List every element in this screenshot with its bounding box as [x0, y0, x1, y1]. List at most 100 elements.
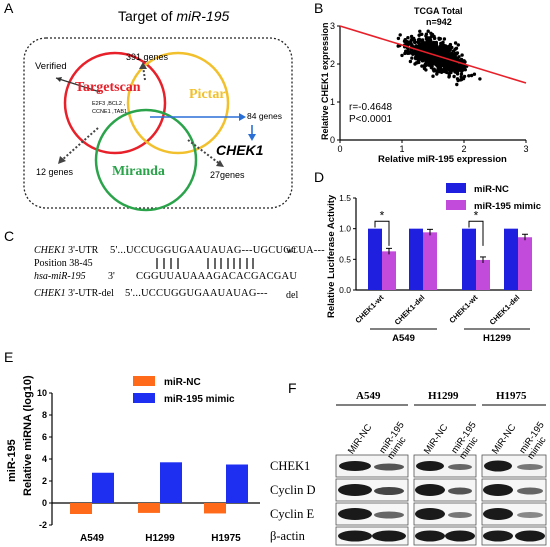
- scatter-y-tick-label: 3: [330, 21, 335, 31]
- scatter-point: [416, 40, 420, 44]
- scatter-point: [420, 32, 424, 36]
- scatter-point: [425, 40, 429, 44]
- bar-d-mimic: [518, 237, 532, 290]
- bar-d-mimic: [382, 251, 396, 290]
- scatter-point: [444, 70, 449, 75]
- scatter-point: [426, 29, 430, 33]
- bar-d-y-tick-label: 1.5: [339, 193, 351, 203]
- scatter-point: [408, 59, 413, 64]
- bar-d-mimic: [423, 232, 437, 290]
- scatter-point: [420, 64, 424, 68]
- scatter-point: [417, 60, 421, 64]
- scatter-point: [432, 67, 436, 71]
- scatter-point: [433, 48, 438, 52]
- scatter-point: [442, 43, 446, 47]
- scatter-title: TCGA Total: [414, 6, 463, 16]
- scatter-point: [424, 32, 429, 36]
- scatter-x-tick-label: 1: [399, 144, 404, 154]
- scatter-point: [406, 43, 410, 47]
- scatter-point: [452, 74, 456, 79]
- bar-d-mimic: [476, 259, 490, 290]
- label-27-genes: 27genes: [210, 170, 245, 180]
- scatter-point: [453, 51, 458, 55]
- scatter-y-tick-label: 0: [330, 135, 335, 145]
- scatter-p-value: P<0.0001: [349, 114, 393, 125]
- scatter-point: [425, 48, 430, 52]
- label-verified: Verified: [35, 61, 67, 72]
- arrow-27: [187, 139, 221, 165]
- scatter-point: [398, 33, 402, 37]
- regression-line: [339, 25, 527, 84]
- scatter-point: [406, 36, 410, 40]
- label-pictar: Pictar: [189, 87, 226, 102]
- scatter-point: [442, 37, 447, 41]
- scatter-point: [444, 52, 449, 56]
- scatter-point: [450, 45, 454, 50]
- scatter-point: [430, 50, 434, 54]
- bar-d-nc: [504, 228, 518, 290]
- bar-e-legend-label: miR-NC: [164, 377, 201, 388]
- panel-label-d: D: [314, 169, 325, 185]
- label-84-genes: 84 genes: [247, 111, 282, 121]
- scatter-x-tick-label: 2: [461, 144, 466, 154]
- wb-row-cyclin-d: Cyclin D: [270, 483, 316, 497]
- scatter-x-tick-label: 3: [523, 144, 528, 154]
- bar-e-legend-swatch: [133, 376, 155, 386]
- scatter-point: [405, 40, 409, 44]
- bar-d-group-label: H1299: [483, 333, 511, 344]
- bar-e-mimic: [160, 462, 182, 503]
- bar-e-legend-label: miR-195 mimic: [164, 394, 235, 405]
- bar-e-y-tick-label: 8: [42, 410, 47, 420]
- wb-cellline-h1299: H1299: [428, 390, 459, 402]
- scatter-y-tick-label: 2: [330, 59, 335, 69]
- scatter-point: [403, 51, 407, 56]
- utr-del-name: CHEK1 3'-UTR-del: [34, 288, 114, 299]
- scatter-point: [432, 36, 437, 40]
- utr-wt-name: CHEK1 3'-UTR: [34, 245, 98, 256]
- utr-del-suffix: 3'-UTR-del: [65, 288, 114, 299]
- arrowhead-chek1: [248, 134, 256, 141]
- scatter-point: [448, 71, 452, 75]
- scatter-point: [453, 41, 458, 45]
- scatter-point: [448, 42, 453, 47]
- utr-position: Position 38-45: [34, 258, 93, 269]
- scatter-point: [409, 42, 414, 47]
- scatter-point: [430, 64, 434, 68]
- arrow-12: [61, 127, 99, 161]
- scatter-point: [455, 82, 459, 87]
- scatter-point: [429, 31, 433, 35]
- mir-sequence: CGGUUAUAAAGACACGACGAU: [136, 271, 298, 282]
- scatter-x-tick-label: 0: [337, 144, 342, 154]
- utr-del-gene: CHEK1: [34, 288, 66, 299]
- scatter-chart-b: 0 1 2 3 0 1 2 3: [330, 21, 529, 154]
- scatter-point: [434, 44, 439, 49]
- venn-border: [23, 37, 293, 209]
- scatter-point: [422, 66, 427, 71]
- scatter-point: [435, 69, 439, 73]
- venn-circle-miranda: [94, 108, 198, 212]
- verified-genes-2: CCNE1 ,TAB1: [92, 109, 128, 115]
- scatter-point: [418, 29, 422, 33]
- utr-del-tag: del: [286, 290, 299, 301]
- scatter-point: [456, 43, 460, 47]
- scatter-point: [463, 68, 467, 72]
- scatter-point: [459, 75, 463, 79]
- scatter-point: [454, 68, 458, 72]
- bar-e-mimic: [226, 464, 248, 503]
- scatter-point: [424, 59, 429, 64]
- bar-e-y-tick-label: 4: [42, 454, 47, 464]
- verified-arrow-line: [55, 77, 101, 93]
- bar-e-y-tick-label: 6: [42, 432, 47, 442]
- label-chek1-target: CHEK1: [216, 142, 264, 158]
- scatter-point: [444, 65, 449, 69]
- utr-wt-gene: CHEK1: [34, 245, 66, 256]
- bar-d-legend-label: miR-195 mimic: [474, 201, 541, 212]
- scatter-point: [414, 55, 418, 59]
- scatter-point: [467, 74, 471, 78]
- bar-d-group-label: A549: [392, 333, 415, 344]
- bar-d-nc: [409, 228, 423, 290]
- scatter-subtitle: n=942: [426, 17, 452, 27]
- scatter-point: [438, 37, 442, 41]
- bar-e-legend-swatch: [133, 393, 155, 403]
- arrowhead-84: [239, 113, 246, 121]
